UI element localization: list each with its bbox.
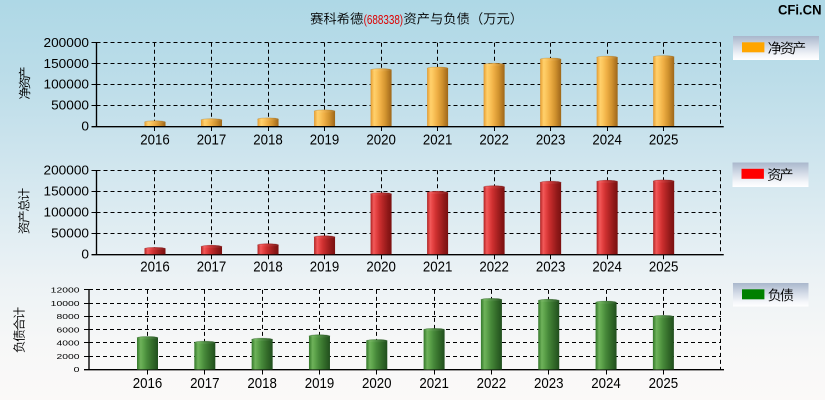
svg-text:2020: 2020 <box>366 131 396 148</box>
svg-text:2016: 2016 <box>140 131 170 148</box>
svg-text:2000: 2000 <box>57 352 80 361</box>
svg-text:(688338): (688338) <box>364 13 404 27</box>
svg-text:100000: 100000 <box>44 205 90 220</box>
svg-text:2017: 2017 <box>190 375 220 392</box>
svg-text:2025: 2025 <box>649 131 679 148</box>
svg-text:2025: 2025 <box>649 375 679 392</box>
svg-text:2019: 2019 <box>305 375 335 392</box>
svg-text:4000: 4000 <box>57 339 80 348</box>
svg-text:8000: 8000 <box>57 312 80 321</box>
svg-text:0: 0 <box>81 247 89 262</box>
svg-text:2016: 2016 <box>140 258 170 275</box>
svg-text:2018: 2018 <box>247 375 277 392</box>
svg-text:2021: 2021 <box>419 375 449 392</box>
svg-text:2023: 2023 <box>534 375 564 392</box>
svg-text:2019: 2019 <box>310 258 340 275</box>
svg-text:150000: 150000 <box>44 184 90 199</box>
svg-text:2025: 2025 <box>649 258 679 275</box>
svg-text:0: 0 <box>74 365 80 374</box>
svg-text:10000: 10000 <box>51 299 80 308</box>
svg-text:2024: 2024 <box>591 375 621 392</box>
svg-text:2018: 2018 <box>253 258 283 275</box>
svg-text:2016: 2016 <box>133 375 163 392</box>
svg-text:50000: 50000 <box>51 98 89 113</box>
svg-text:200000: 200000 <box>44 163 90 178</box>
svg-text:2021: 2021 <box>423 258 453 275</box>
svg-text:50000: 50000 <box>51 226 89 241</box>
svg-text:2022: 2022 <box>479 131 509 148</box>
svg-text:150000: 150000 <box>44 56 90 71</box>
svg-text:200000: 200000 <box>44 35 90 50</box>
svg-text:100000: 100000 <box>44 77 90 92</box>
svg-text:12000: 12000 <box>51 286 80 295</box>
svg-text:0: 0 <box>81 118 89 133</box>
svg-text:2018: 2018 <box>253 131 283 148</box>
svg-text:2021: 2021 <box>423 131 453 148</box>
svg-text:2019: 2019 <box>310 131 340 148</box>
svg-text:2024: 2024 <box>592 131 622 148</box>
svg-text:6000: 6000 <box>57 325 80 334</box>
svg-text:2020: 2020 <box>366 258 396 275</box>
svg-text:2017: 2017 <box>197 258 227 275</box>
svg-text:CFi.CN: CFi.CN <box>778 2 822 18</box>
svg-text:2022: 2022 <box>477 375 507 392</box>
svg-text:2024: 2024 <box>592 258 622 275</box>
svg-text:2023: 2023 <box>536 131 566 148</box>
svg-text:2022: 2022 <box>479 258 509 275</box>
svg-text:2017: 2017 <box>197 131 227 148</box>
svg-text:2023: 2023 <box>536 258 566 275</box>
svg-text:2020: 2020 <box>362 375 392 392</box>
